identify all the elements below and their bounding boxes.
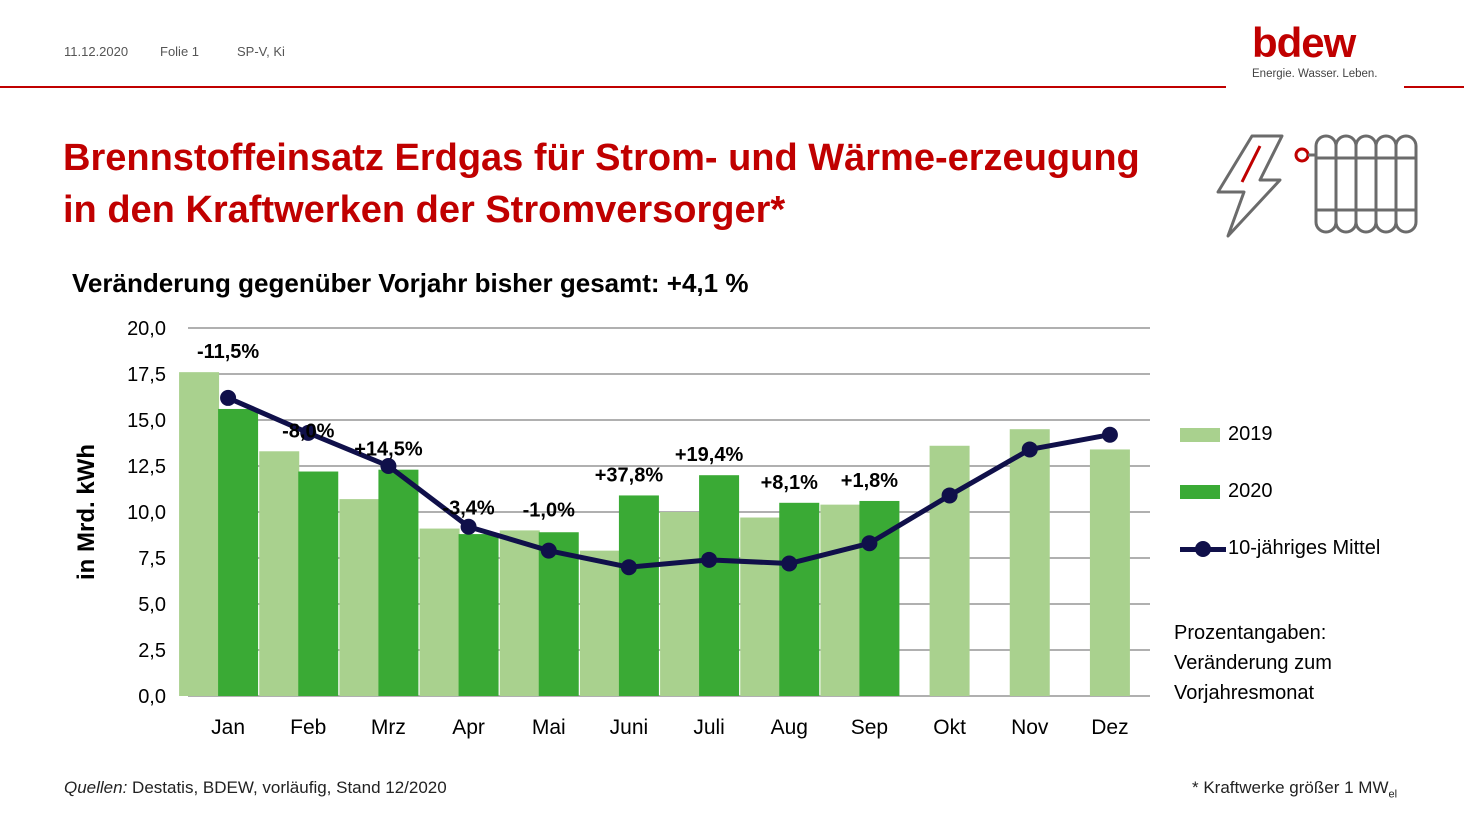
y-tick-label: 5,0: [138, 594, 166, 616]
bar-2019: [660, 512, 701, 696]
legend-item-mean: 10-jähriges Mittel: [1180, 537, 1380, 560]
y-tick-label: 7,5: [138, 548, 166, 570]
bar-2019: [1009, 429, 1050, 696]
data-label: -3,4%: [442, 498, 494, 520]
source-note: Quellen: Destatis, BDEW, vorläufig, Stan…: [64, 778, 447, 798]
x-tick-label: Sep: [851, 716, 888, 739]
y-tick-label: 10,0: [127, 502, 166, 524]
bar-2019: [419, 528, 460, 696]
mean-point: [300, 424, 317, 441]
header-rule-right: [1404, 86, 1464, 88]
chart-subtitle: Veränderung gegenüber Vorjahr bisher ges…: [72, 268, 749, 298]
mean-point: [380, 458, 397, 474]
x-tick-label: Nov: [1011, 716, 1049, 739]
footnote-subscript: el: [1388, 788, 1398, 801]
x-tick-label: Okt: [933, 716, 966, 739]
data-label: +1,8%: [841, 470, 898, 492]
x-tick-label: Juni: [610, 716, 649, 739]
slide-date: 11.12.2020: [64, 44, 129, 59]
bar-2020: [538, 532, 579, 696]
data-label: +19,4%: [675, 444, 744, 466]
bar-2020: [218, 408, 259, 696]
legend-label-2019: 2019: [1228, 423, 1273, 445]
mean-point: [941, 487, 958, 504]
slide-author: SP-V, Ki: [237, 44, 285, 59]
y-tick-label: 17,5: [127, 364, 166, 386]
source-text: Destatis, BDEW, vorläufig, Stand 12/2020: [127, 778, 447, 797]
footnote: * Kraftwerke größer 1 MWel: [1192, 778, 1397, 800]
mean-point: [620, 559, 637, 576]
mean-point: [540, 542, 557, 559]
x-tick-label: Feb: [290, 716, 326, 739]
legend-item-2019: 2019: [1180, 423, 1273, 446]
data-label: -11,5%: [197, 341, 259, 363]
bar-2019: [579, 550, 620, 696]
legend-swatch-2019: [1180, 427, 1220, 442]
footnote-text: * Kraftwerke größer 1 MW: [1192, 778, 1389, 797]
legend-swatch-mean: [1180, 540, 1226, 558]
y-tick-label: 2,5: [138, 640, 166, 662]
y-tick-label: 12,5: [127, 456, 166, 478]
logo-tagline: Energie. Wasser. Leben.: [1252, 68, 1378, 80]
legend-label-2020: 2020: [1228, 480, 1273, 502]
mean-point: [1021, 441, 1038, 458]
bar-2020: [618, 495, 659, 696]
data-label: +8,1%: [761, 472, 818, 494]
bar-2020: [699, 475, 740, 696]
x-tick-label: Apr: [452, 716, 485, 739]
note-line-2: Veränderung zum: [1174, 652, 1332, 674]
mean-point: [861, 535, 878, 552]
bar-2019: [740, 517, 781, 696]
mean-point: [220, 389, 237, 406]
bar-2020: [298, 471, 339, 696]
mean-point: [701, 551, 718, 568]
data-label: +14,5%: [354, 439, 423, 461]
bar-2019: [820, 504, 861, 696]
x-tick-label: Mrz: [371, 716, 406, 739]
note-line-1: Prozentangaben:: [1174, 622, 1327, 644]
lightning-icon: [1216, 134, 1284, 238]
mean-line: [227, 395, 1111, 570]
percentage-note: Prozentangaben: Veränderung zum Vorjahre…: [1174, 618, 1332, 708]
mean-point: [781, 555, 798, 572]
x-tick-label: Mai: [532, 716, 566, 739]
legend-item-2020: 2020: [1180, 480, 1273, 503]
y-tick-label: 15,0: [127, 410, 166, 432]
logo-word: bdew: [1252, 19, 1356, 66]
bar-2019: [339, 499, 380, 696]
y-axis-title: in Mrd. kWh: [73, 444, 100, 580]
slide-title: Brennstoffeinsatz Erdgas für Strom- und …: [63, 137, 1140, 231]
mean-point: [460, 518, 477, 535]
slide-number: Folie 1: [160, 44, 200, 59]
x-tick-label: Aug: [771, 716, 808, 739]
bar-2020: [458, 534, 499, 696]
bar-2020: [779, 502, 820, 696]
mean-point: [1101, 426, 1118, 443]
source-label: Quellen:: [64, 778, 128, 797]
legend-swatch-2020: [1180, 484, 1220, 499]
data-label: +37,8%: [595, 464, 664, 486]
bar-2019: [259, 451, 300, 696]
data-label: -1,0%: [523, 499, 575, 521]
energy-icons: [1212, 126, 1422, 247]
bar-2019: [1089, 449, 1130, 696]
y-tick-label: 0,0: [138, 686, 166, 708]
data-label: -8,0%: [282, 420, 334, 442]
bar-2020: [378, 469, 419, 696]
header-rule-left: [0, 86, 1226, 88]
radiator-icon: [1294, 134, 1418, 234]
bar-2019: [179, 372, 220, 696]
legend-label-mean: 10-jähriges Mittel: [1228, 537, 1381, 559]
x-tick-label: Jan: [211, 716, 245, 739]
bar-2020: [859, 500, 900, 696]
note-line-3: Vorjahresmonat: [1174, 682, 1315, 704]
y-tick-label: 20,0: [127, 318, 166, 340]
x-tick-label: Dez: [1091, 716, 1128, 739]
bar-2019: [499, 530, 540, 696]
x-tick-label: Juli: [693, 716, 725, 739]
bar-2019: [929, 445, 970, 696]
bdew-logo: bdew Energie. Wasser. Leben.: [1252, 19, 1382, 81]
